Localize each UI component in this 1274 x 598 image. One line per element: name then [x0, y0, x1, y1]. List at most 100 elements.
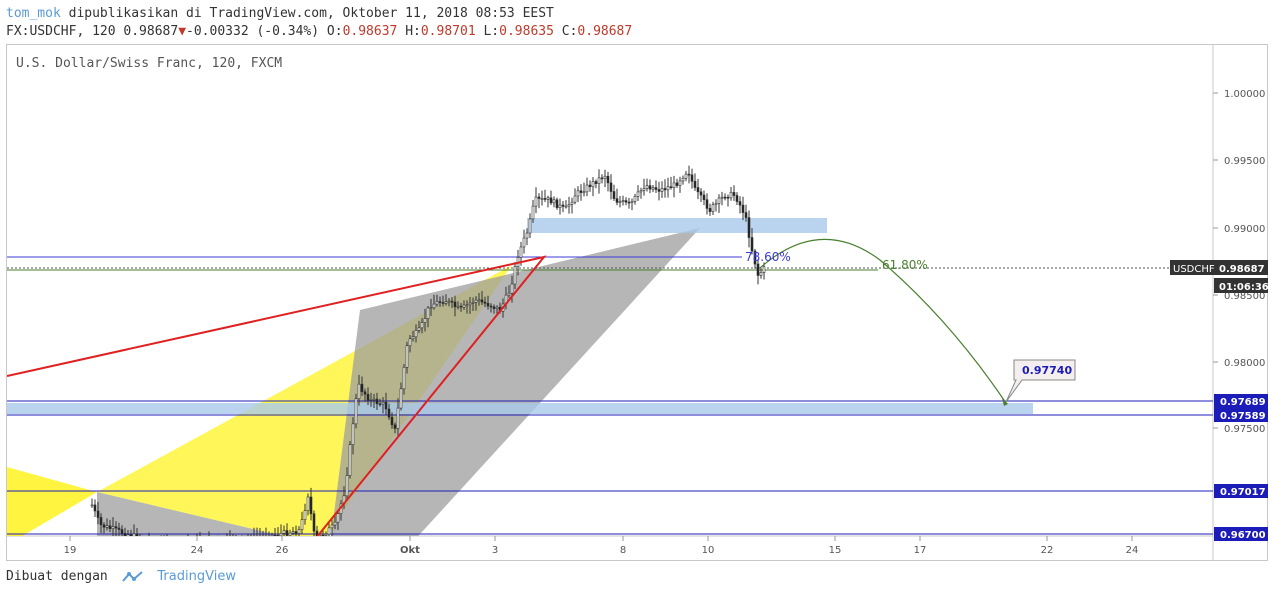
candle-body — [573, 195, 577, 203]
candle-body — [396, 407, 400, 429]
candle-body — [142, 539, 144, 540]
candle-body — [756, 263, 760, 276]
candle-body — [588, 184, 592, 188]
candle-body — [453, 301, 457, 308]
candle-body — [324, 533, 328, 536]
candle-body — [285, 530, 289, 536]
candle-body — [93, 504, 97, 512]
candle-body — [729, 192, 733, 199]
harmonic-yellow-leg1 — [7, 467, 97, 536]
candle-body — [363, 391, 367, 395]
candle-body — [148, 540, 150, 541]
candle-body — [420, 322, 424, 329]
candle-body — [471, 302, 475, 304]
candle-body — [552, 199, 556, 204]
candle-body — [732, 192, 736, 196]
candle-body — [642, 188, 646, 191]
candle-body — [624, 200, 628, 203]
candle-body — [199, 541, 201, 544]
candle-body — [123, 533, 127, 536]
x-tick-label: 26 — [276, 545, 289, 556]
candle-body — [480, 299, 484, 303]
candle-body — [220, 539, 222, 540]
candle-body — [408, 338, 412, 347]
candle-body — [534, 196, 538, 207]
candle-body — [399, 388, 403, 409]
price-change: -0.00332 (-0.34%) — [186, 24, 320, 39]
candle-body — [262, 537, 264, 538]
candle-body — [762, 266, 766, 273]
candle-body — [145, 540, 147, 541]
tradingview-brand-link[interactable]: TradingView — [157, 569, 236, 584]
candle-body — [711, 204, 715, 212]
resistance-zone — [527, 218, 827, 233]
candle-body — [318, 534, 322, 536]
x-axis: 19 24 26 Okt 3 8 10 15 17 22 24 — [64, 536, 1138, 556]
candle-body — [273, 534, 277, 536]
candle-body — [612, 191, 616, 199]
candle-body — [519, 246, 523, 258]
candle-body — [678, 180, 682, 186]
candle-body — [126, 534, 130, 536]
candle-body — [256, 537, 258, 539]
publish-header: tom_mok dipublikasikan di TradingView.co… — [6, 6, 554, 21]
y-tick-label: 0.98000 — [1224, 358, 1265, 369]
footer: Dibuat dengan TradingView — [6, 569, 236, 584]
candle-body — [336, 513, 340, 523]
candle-body — [120, 529, 124, 534]
close-label: C: — [561, 24, 578, 39]
level-tag-label: 0.96700 — [1220, 530, 1266, 541]
triangle-pattern — [7, 255, 547, 536]
candle-body — [244, 538, 246, 539]
candle-body — [360, 383, 364, 393]
tradingview-logo-icon — [121, 570, 143, 582]
candle-body — [456, 305, 460, 308]
y-tick-label: 0.97500 — [1224, 424, 1265, 435]
candle-body — [172, 541, 174, 546]
candle-body — [747, 217, 751, 238]
candle-body — [309, 496, 313, 515]
candle-body — [441, 302, 445, 304]
candle-body — [657, 189, 661, 192]
candle-body — [387, 408, 391, 418]
candle-body — [276, 535, 280, 536]
candle-body — [666, 186, 670, 191]
candle-body — [741, 204, 745, 213]
open-value: 0.98637 — [342, 24, 398, 39]
chart-frame[interactable] — [6, 44, 1268, 561]
candle-body — [723, 196, 727, 199]
candle-body — [585, 184, 589, 193]
symbol-price-tag: USDCHF 0.98687 01:06:36 — [1170, 260, 1269, 293]
candle-body — [354, 398, 358, 425]
candle-body — [105, 525, 109, 528]
candle-body — [693, 180, 697, 188]
candle-body — [507, 292, 511, 296]
candle-body — [132, 533, 136, 536]
candle-body — [759, 272, 763, 276]
candle-body — [306, 496, 310, 511]
candle-body — [708, 208, 712, 212]
candle-body — [690, 174, 694, 182]
candle-body — [111, 526, 115, 529]
candle-body — [259, 538, 261, 539]
candle-body — [300, 519, 304, 530]
candle-body — [366, 393, 370, 401]
candle-body — [217, 540, 219, 542]
last-price-tag: 0.98687 — [1219, 264, 1265, 275]
level-tag-bg — [1214, 408, 1268, 422]
candle-body — [184, 541, 186, 543]
candle-body — [474, 299, 478, 303]
author-link[interactable]: tom_mok — [6, 6, 61, 21]
symbol-tag-label: USDCHF — [1173, 264, 1215, 275]
symbol-title: U.S. Dollar/Swiss Franc, 120, FXCM — [16, 56, 283, 71]
candle-body — [253, 537, 255, 542]
candle-body — [270, 534, 274, 536]
candle-body — [477, 299, 481, 302]
candle-body — [450, 300, 454, 303]
candle-body — [235, 542, 237, 543]
candle-body — [282, 530, 286, 534]
candle-body — [405, 345, 409, 368]
candle-body — [567, 204, 571, 207]
symbol-interval: FX:USDCHF, 120 — [6, 24, 116, 39]
